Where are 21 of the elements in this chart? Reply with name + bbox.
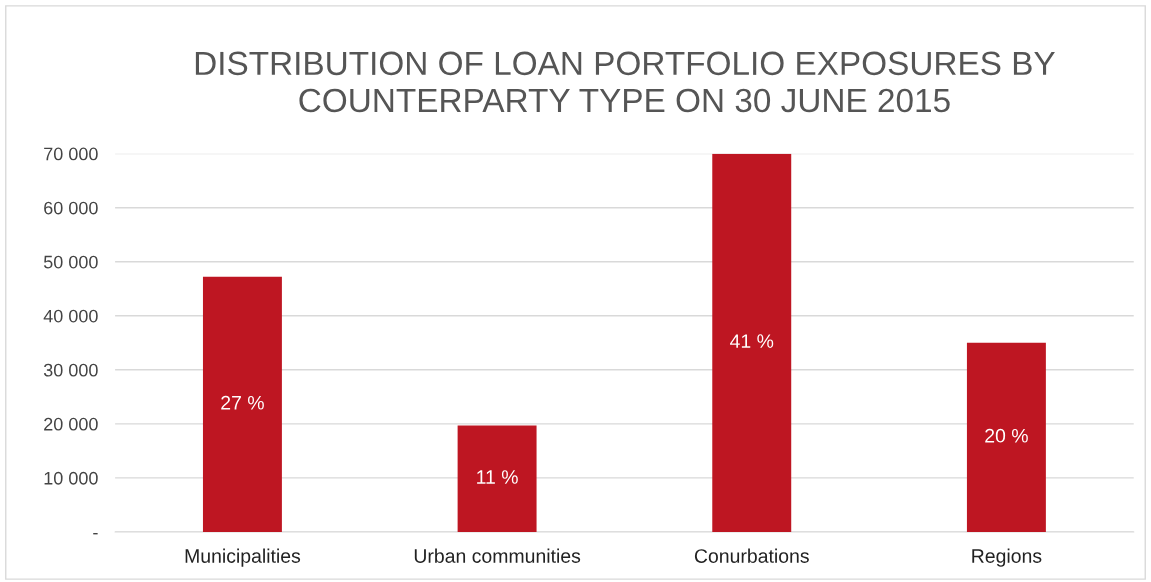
bar: [202, 276, 282, 532]
annotation: 41 %: [730, 334, 774, 348]
x-tick-label: Municipalities: [185, 548, 301, 567]
y-tick-label: 50 000: [43, 255, 98, 269]
chart-title: DISTRIBUTION OF LOAN PORTFOLIO EXPOSURES BY COUNTERPARTY TYPE ON 30 JUNE 2015: [195, 51, 1055, 113]
y-tick-label: 40 000: [43, 309, 98, 323]
x-tick-label: Conurbations: [694, 548, 809, 563]
y-tick-label: 70 000: [44, 147, 98, 161]
annotation: 20 %: [985, 428, 1028, 443]
y-tick-label: -: [93, 532, 98, 535]
x-tick-label: Urban communities: [414, 548, 581, 563]
annotation: 27 %: [221, 395, 264, 410]
annotation: 11 %: [477, 470, 518, 484]
y-tick-label: 20 000: [44, 417, 98, 431]
bar: [457, 425, 537, 532]
bar: [712, 153, 792, 532]
y-tick-label: 60 000: [44, 201, 98, 215]
y-tick-label: 30 000: [43, 363, 98, 377]
bar: [966, 342, 1046, 532]
x-tick-label: Regions: [972, 548, 1042, 567]
y-tick-label: 10 000: [44, 471, 98, 485]
